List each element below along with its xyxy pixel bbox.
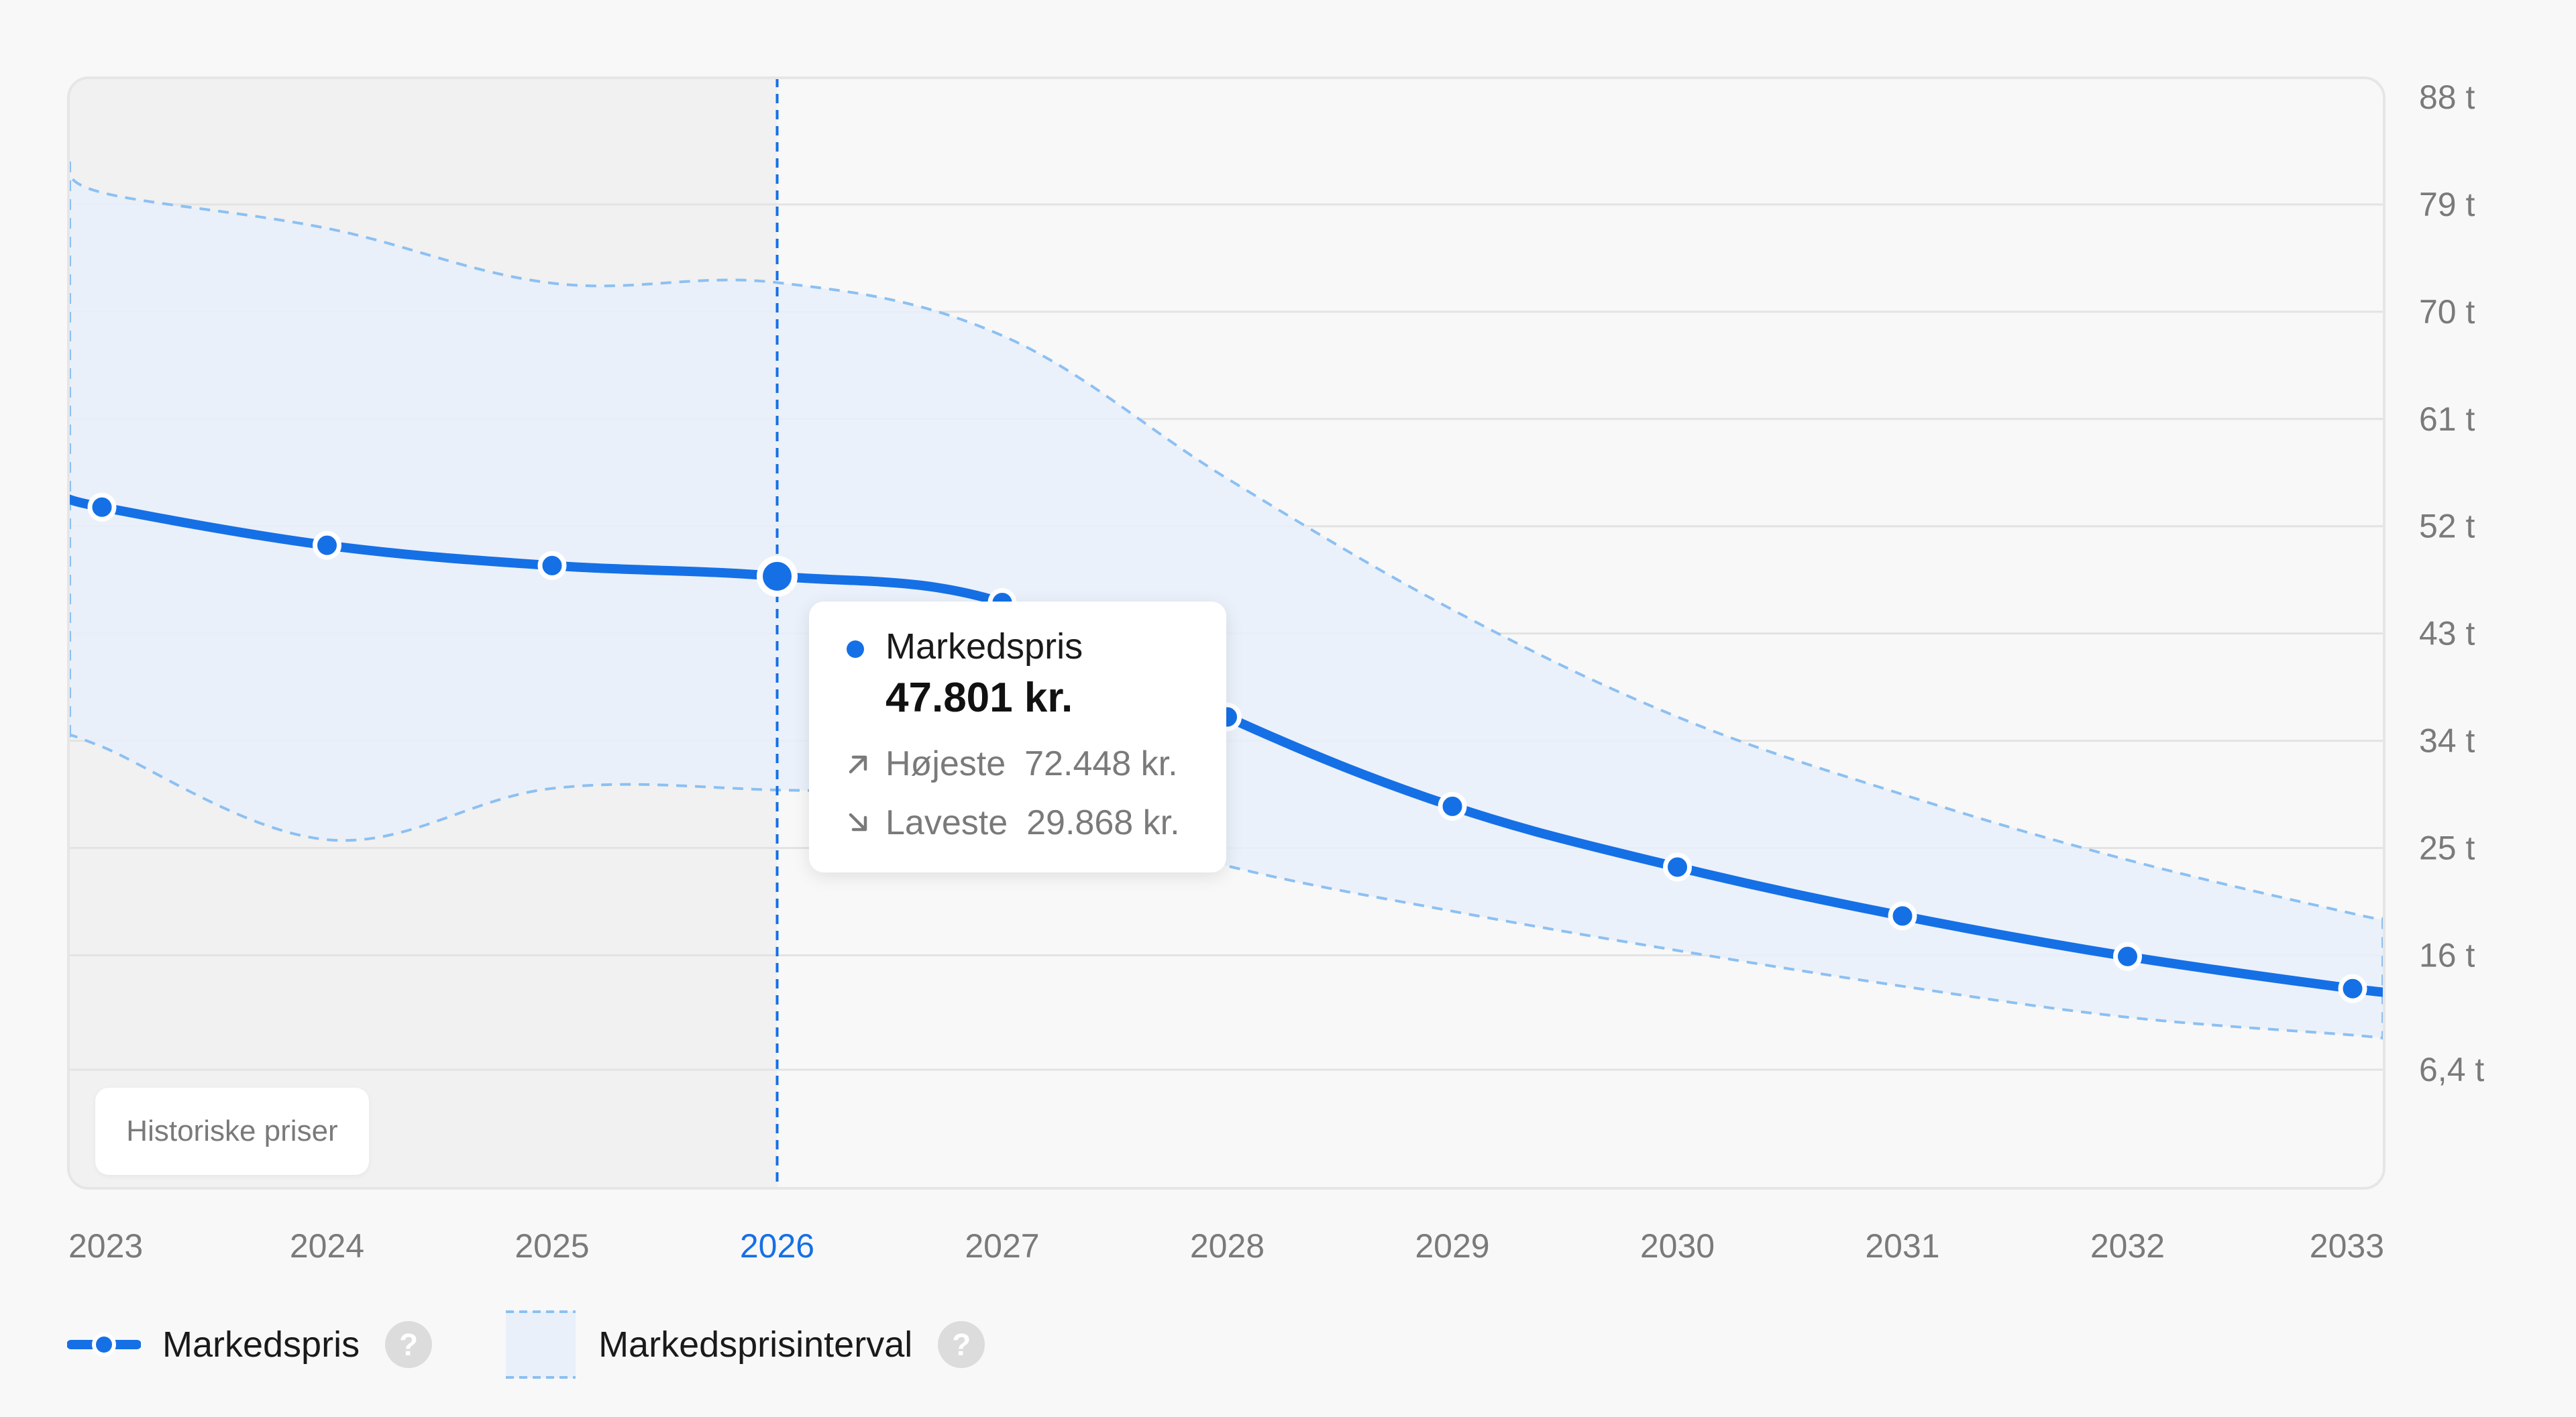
- tooltip-high-row: Højeste 72.448 kr.: [843, 744, 1178, 784]
- tooltip-series-name: Markedspris: [885, 626, 1083, 667]
- y-axis-labels: 88 t 79 t 70 t 61 t 52 t 43 t 34 t 25 t 16 t 6,4 …: [2419, 78, 2484, 1088]
- plot-border: [67, 76, 2385, 1190]
- y-tick-label: 70 t: [2419, 293, 2475, 331]
- tooltip-high-label: Højeste: [885, 744, 1006, 783]
- arrow-up-right-icon: [849, 755, 867, 774]
- x-tick-label: 2024: [290, 1227, 364, 1265]
- tooltip-low-value: 29.868 kr.: [1026, 803, 1180, 842]
- band-swatch-icon: [506, 1310, 576, 1379]
- x-axis-labels: 2023 2024 2025 2026 2027 2028 2029 2030 2031 2032…: [68, 1227, 2384, 1265]
- price-point: [1663, 852, 1692, 882]
- price-tooltip: Markedspris 47.801 kr. Højeste 72.448 kr…: [809, 602, 1226, 872]
- x-tick-label: 2028: [1190, 1227, 1265, 1265]
- x-tick-label: 2023: [68, 1227, 143, 1265]
- y-tick-label: 16 t: [2419, 936, 2475, 974]
- series-dot-icon: [847, 640, 864, 658]
- x-tick-label: 2025: [515, 1227, 589, 1265]
- y-tick-label: 25 t: [2419, 830, 2475, 867]
- legend-label-market-price: Markedspris: [162, 1324, 360, 1365]
- y-tick-label: 52 t: [2419, 508, 2475, 545]
- y-tick-label: 88 t: [2419, 78, 2475, 116]
- price-interval-low-line: [68, 734, 2384, 1040]
- price-point: [2113, 942, 2142, 971]
- price-interval-band: [68, 161, 2384, 1039]
- y-tick-label: 43 t: [2419, 615, 2475, 653]
- legend-item-price-interval[interactable]: Markedsprisinterval ?: [504, 1310, 985, 1379]
- active-price-point: [757, 555, 798, 597]
- y-tick-label: 34 t: [2419, 722, 2475, 760]
- y-tick-label: 61 t: [2419, 400, 2475, 438]
- help-icon[interactable]: ?: [385, 1321, 433, 1368]
- line-marker-icon: [67, 1333, 141, 1357]
- tooltip-low-row: Laveste 29.868 kr.: [843, 803, 1180, 843]
- price-interval-high-line: [68, 160, 2384, 921]
- x-tick-label: 2029: [1415, 1227, 1489, 1265]
- legend-item-market-price[interactable]: Markedspris ?: [67, 1321, 433, 1368]
- price-point: [537, 551, 567, 580]
- price-point: [1438, 791, 1467, 821]
- price-point: [1888, 901, 1917, 931]
- x-tick-label: 2030: [1640, 1227, 1715, 1265]
- tooltip-high-value: 72.448 kr.: [1024, 744, 1178, 783]
- x-tick-label: 2031: [1865, 1227, 1939, 1265]
- price-point: [87, 492, 117, 522]
- chart-legend: Markedspris ? Markedsprisinterval ?: [67, 1308, 1057, 1381]
- tooltip-value: 47.801 kr.: [885, 675, 1073, 721]
- arrow-down-right-icon: [849, 813, 867, 832]
- price-point: [313, 530, 341, 560]
- market-price-points: [87, 492, 2367, 1003]
- legend-label-price-interval: Markedsprisinterval: [598, 1324, 913, 1365]
- help-icon[interactable]: ?: [938, 1321, 985, 1368]
- x-tick-label: 2026: [740, 1227, 814, 1265]
- x-tick-label: 2032: [2090, 1227, 2165, 1265]
- y-tick-label: 6,4 t: [2419, 1051, 2484, 1088]
- price-point: [2338, 974, 2367, 1003]
- x-tick-label: 2033: [2310, 1227, 2384, 1265]
- price-chart: 88 t 79 t 70 t 61 t 52 t 43 t 34 t 25 t 16 t 6,4 …: [67, 76, 2484, 1265]
- x-tick-label: 2027: [965, 1227, 1039, 1265]
- historic-prices-badge: Historiske priser: [95, 1088, 369, 1175]
- y-tick-label: 79 t: [2419, 186, 2475, 223]
- tooltip-low-label: Laveste: [885, 803, 1008, 842]
